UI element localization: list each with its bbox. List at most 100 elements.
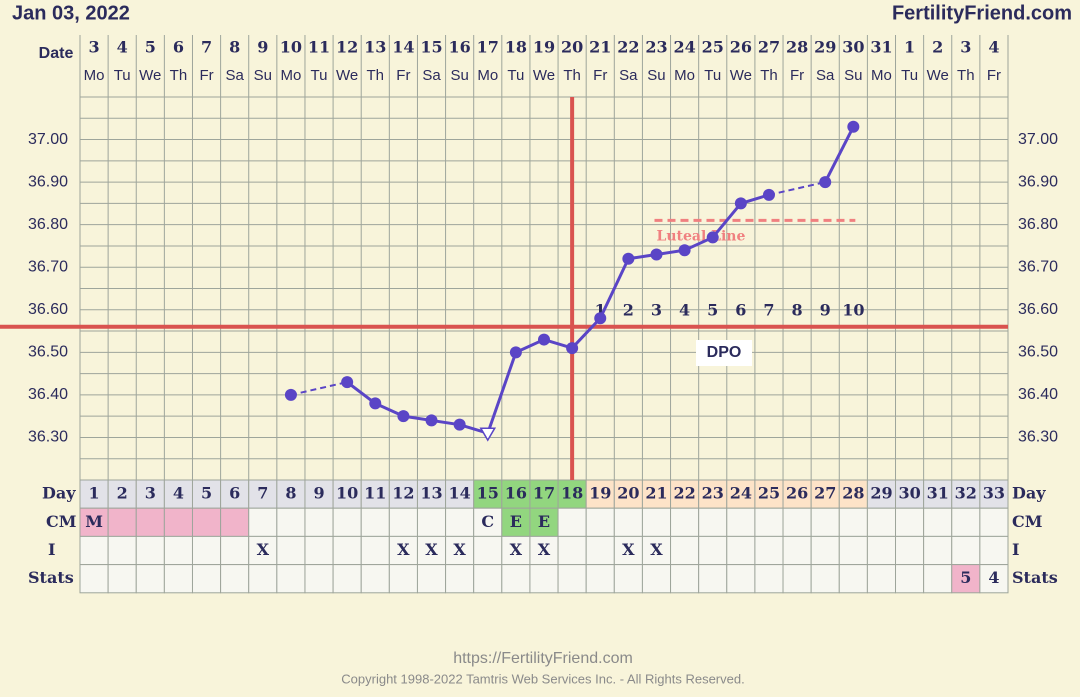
y-tick-label: 36.80 <box>28 216 68 233</box>
cell <box>416 507 447 537</box>
day-label: 28 <box>842 484 864 503</box>
date-label: Date <box>39 45 74 62</box>
temperature-point <box>369 397 382 410</box>
cell <box>557 479 587 509</box>
date-label: 19 <box>533 38 555 57</box>
cell <box>473 535 503 566</box>
y-tick-label: 36.80 <box>1018 216 1058 233</box>
temperature-point <box>678 244 691 257</box>
cell <box>613 564 643 594</box>
cell <box>529 564 559 594</box>
temperature-point <box>509 346 522 359</box>
temperature-point <box>762 188 775 201</box>
day-label: 19 <box>589 484 611 503</box>
cell <box>248 507 278 537</box>
day-label: 20 <box>617 484 639 503</box>
date-label: 20 <box>561 38 583 57</box>
date-label: 8 <box>229 38 240 57</box>
weekday-label: Th <box>760 67 778 84</box>
intercourse-label: X <box>397 540 410 559</box>
plot-border <box>79 96 1009 481</box>
cell <box>163 564 193 594</box>
weekday-label: Tu <box>901 67 918 84</box>
y-tick-label: 36.90 <box>1018 173 1058 190</box>
y-tick-label: 36.30 <box>1018 429 1058 446</box>
cell <box>698 507 728 537</box>
cell <box>220 507 250 537</box>
dpo-number: 9 <box>820 300 831 319</box>
cell <box>979 507 1009 537</box>
cell <box>895 535 925 566</box>
date-label: 31 <box>870 38 892 57</box>
date-label: 26 <box>730 38 752 57</box>
cell <box>220 564 250 594</box>
cell <box>641 535 672 566</box>
temperature-point <box>734 197 747 210</box>
dpo-number: 8 <box>792 300 803 319</box>
y-tick-label: 36.70 <box>28 258 68 275</box>
day-label: 11 <box>364 484 386 503</box>
weekday-label: Su <box>254 67 272 84</box>
day-label: 3 <box>145 484 156 503</box>
cell <box>698 564 728 594</box>
day-label: 26 <box>786 484 808 503</box>
date-label: 6 <box>173 38 184 57</box>
dpo-number: 4 <box>679 300 690 319</box>
date-label: 9 <box>257 38 268 57</box>
weekday-label: Fr <box>593 67 607 84</box>
cell <box>445 507 475 537</box>
cell <box>585 507 615 537</box>
cell <box>332 507 362 537</box>
temperature-point <box>425 414 438 427</box>
cell <box>388 564 418 594</box>
date-label: 28 <box>786 38 808 57</box>
day-label: 24 <box>730 484 752 503</box>
cell <box>923 564 953 594</box>
date-label: 12 <box>336 38 358 57</box>
date-label: 10 <box>280 38 302 57</box>
cell <box>304 535 334 566</box>
day-label: 16 <box>505 484 527 503</box>
luteal-label: Luteal Line <box>656 228 745 244</box>
date-label: 30 <box>842 38 864 57</box>
cell <box>107 564 137 594</box>
day-label: 27 <box>814 484 836 503</box>
temperature-point <box>819 176 832 189</box>
cell <box>445 535 475 566</box>
weekday-label: Mo <box>674 67 695 84</box>
weekday-label: Su <box>844 67 862 84</box>
intercourse-label: X <box>453 540 466 559</box>
cell <box>276 479 306 509</box>
y-tick-label: 37.00 <box>28 131 68 148</box>
cell <box>782 535 812 566</box>
date-label: 7 <box>201 38 212 57</box>
cell <box>276 507 306 537</box>
day-label: 14 <box>449 484 471 503</box>
dpo-number: 7 <box>763 300 774 319</box>
cell <box>529 535 559 566</box>
cell <box>670 535 700 566</box>
cell <box>135 564 165 594</box>
cell <box>473 479 503 509</box>
weekday-label: Fr <box>790 67 804 84</box>
cell <box>473 564 503 594</box>
cell <box>951 535 981 566</box>
y-tick-label: 36.70 <box>1018 258 1058 275</box>
day-label: 6 <box>229 484 240 503</box>
weekday-label: Mo <box>84 67 105 84</box>
cell <box>782 564 812 594</box>
intercourse-label: X <box>510 540 523 559</box>
cell <box>135 507 165 537</box>
weekday-label: Sa <box>225 67 244 84</box>
dpo-number: 3 <box>651 300 662 319</box>
cell <box>754 564 784 594</box>
day-label: 2 <box>117 484 128 503</box>
cell <box>641 564 672 594</box>
row-label: Day <box>42 484 76 503</box>
day-label: 10 <box>336 484 358 503</box>
footer-copyright: Copyright 1998-2022 Tamtris Web Services… <box>341 671 744 686</box>
day-label: 32 <box>955 484 977 503</box>
cell <box>163 535 193 566</box>
cell <box>979 535 1009 566</box>
